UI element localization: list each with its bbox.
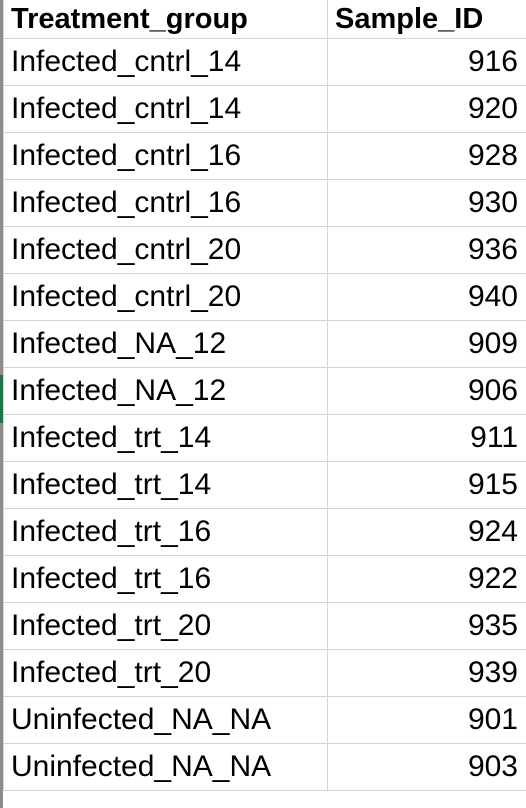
cell-treatment-group[interactable]: Infected_trt_14 <box>3 413 328 462</box>
header-cell-treatment-group[interactable]: Treatment_group <box>3 0 328 39</box>
table-row: Uninfected_NA_NA 901 <box>3 695 526 744</box>
table-row: Infected_cntrl_16 930 <box>3 178 526 227</box>
table-row: Infected_trt_20 935 <box>3 601 526 650</box>
cell-sample-id[interactable]: 922 <box>327 554 526 603</box>
cell-treatment-group[interactable]: Infected_cntrl_14 <box>3 84 328 133</box>
cell-treatment-group[interactable]: Infected_trt_14 <box>3 460 328 509</box>
cell-treatment-group[interactable]: Infected_trt_20 <box>3 648 328 697</box>
cell-sample-id[interactable]: 930 <box>327 178 526 227</box>
table-row: Infected_cntrl_20 936 <box>3 225 526 274</box>
cell-sample-id[interactable]: 909 <box>327 319 526 368</box>
cell-sample-id[interactable]: 928 <box>327 131 526 180</box>
cell-treatment-group[interactable]: Infected_cntrl_20 <box>3 225 328 274</box>
table-row: Infected_trt_16 922 <box>3 554 526 603</box>
table-row: Infected_trt_14 915 <box>3 460 526 509</box>
cell-sample-id[interactable]: 924 <box>327 507 526 556</box>
data-table: Treatment_group Sample_ID Infected_cntrl… <box>3 0 526 791</box>
cell-treatment-group[interactable]: Infected_NA_12 <box>3 319 328 368</box>
cell-treatment-group[interactable]: Infected_cntrl_20 <box>3 272 328 321</box>
cell-sample-id[interactable]: 920 <box>327 84 526 133</box>
row-selection-marker <box>0 375 3 423</box>
cell-treatment-group[interactable]: Infected_NA_12 <box>3 366 328 415</box>
table-row: Infected_trt_14 911 <box>3 413 526 462</box>
table-row: Infected_NA_12 909 <box>3 319 526 368</box>
cell-treatment-group[interactable]: Uninfected_NA_NA <box>3 695 328 744</box>
table-row: Infected_cntrl_20 940 <box>3 272 526 321</box>
cell-sample-id[interactable]: 916 <box>327 37 526 86</box>
header-row: Treatment_group Sample_ID <box>3 0 526 39</box>
cell-treatment-group[interactable]: Infected_cntrl_16 <box>3 131 328 180</box>
table-row: Infected_trt_16 924 <box>3 507 526 556</box>
table-row: Uninfected_NA_NA 903 <box>3 742 526 791</box>
cell-sample-id[interactable]: 901 <box>327 695 526 744</box>
cell-sample-id[interactable]: 915 <box>327 460 526 509</box>
header-cell-sample-id[interactable]: Sample_ID <box>327 0 526 39</box>
cell-sample-id[interactable]: 903 <box>327 742 526 791</box>
cell-sample-id[interactable]: 939 <box>327 648 526 697</box>
table-row: Infected_cntrl_16 928 <box>3 131 526 180</box>
table-row: Infected_NA_12 906 <box>3 366 526 415</box>
table-row: Infected_trt_20 939 <box>3 648 526 697</box>
cell-treatment-group[interactable]: Infected_trt_16 <box>3 554 328 603</box>
cell-sample-id[interactable]: 936 <box>327 225 526 274</box>
cell-treatment-group[interactable]: Infected_trt_20 <box>3 601 328 650</box>
table-row: Infected_cntrl_14 920 <box>3 84 526 133</box>
cell-sample-id[interactable]: 906 <box>327 366 526 415</box>
table-row: Infected_cntrl_14 916 <box>3 37 526 86</box>
cell-treatment-group[interactable]: Infected_cntrl_16 <box>3 178 328 227</box>
cell-treatment-group[interactable]: Infected_trt_16 <box>3 507 328 556</box>
cell-treatment-group[interactable]: Infected_cntrl_14 <box>3 37 328 86</box>
cell-sample-id[interactable]: 940 <box>327 272 526 321</box>
cell-treatment-group[interactable]: Uninfected_NA_NA <box>3 742 328 791</box>
cell-sample-id[interactable]: 935 <box>327 601 526 650</box>
cell-sample-id[interactable]: 911 <box>327 413 526 462</box>
